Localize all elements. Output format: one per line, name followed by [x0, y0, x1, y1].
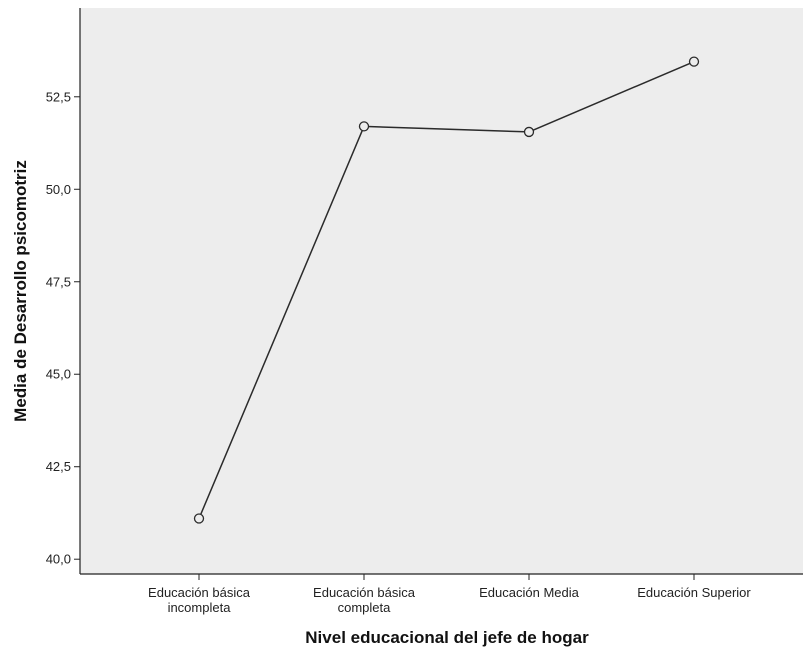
y-axis-ticks: 40,0 42,5 45,0 47,5 50,0 52,5	[46, 89, 80, 567]
data-point-marker	[358, 121, 370, 132]
series-line	[198, 60, 695, 519]
data-point-marker	[688, 56, 700, 67]
y-tick-label: 42,5	[46, 459, 71, 474]
x-axis-ticks: Educación básica incompleta Educación bási…	[148, 574, 751, 615]
y-tick-label: 50,0	[46, 182, 71, 197]
x-tick-label: Educación Media	[479, 585, 579, 600]
x-tick-label: Educación básica completa	[313, 585, 416, 615]
plot-area	[80, 8, 803, 574]
y-tick-label: 47,5	[46, 274, 71, 289]
y-tick-label: 45,0	[46, 367, 71, 382]
x-axis-title: Nivel educacional del jefe de hogar	[305, 628, 589, 647]
x-tick-label: Educación Superior	[637, 585, 751, 600]
series-group	[193, 56, 700, 524]
x-tick-label: Educación básica incompleta	[148, 585, 251, 615]
y-tick-label: 52,5	[46, 89, 71, 104]
data-point-marker	[523, 126, 535, 138]
y-tick-label: 40,0	[46, 552, 71, 567]
y-axis-title: Media de Desarrollo psicomotriz	[11, 160, 30, 422]
data-point-marker	[193, 513, 205, 524]
